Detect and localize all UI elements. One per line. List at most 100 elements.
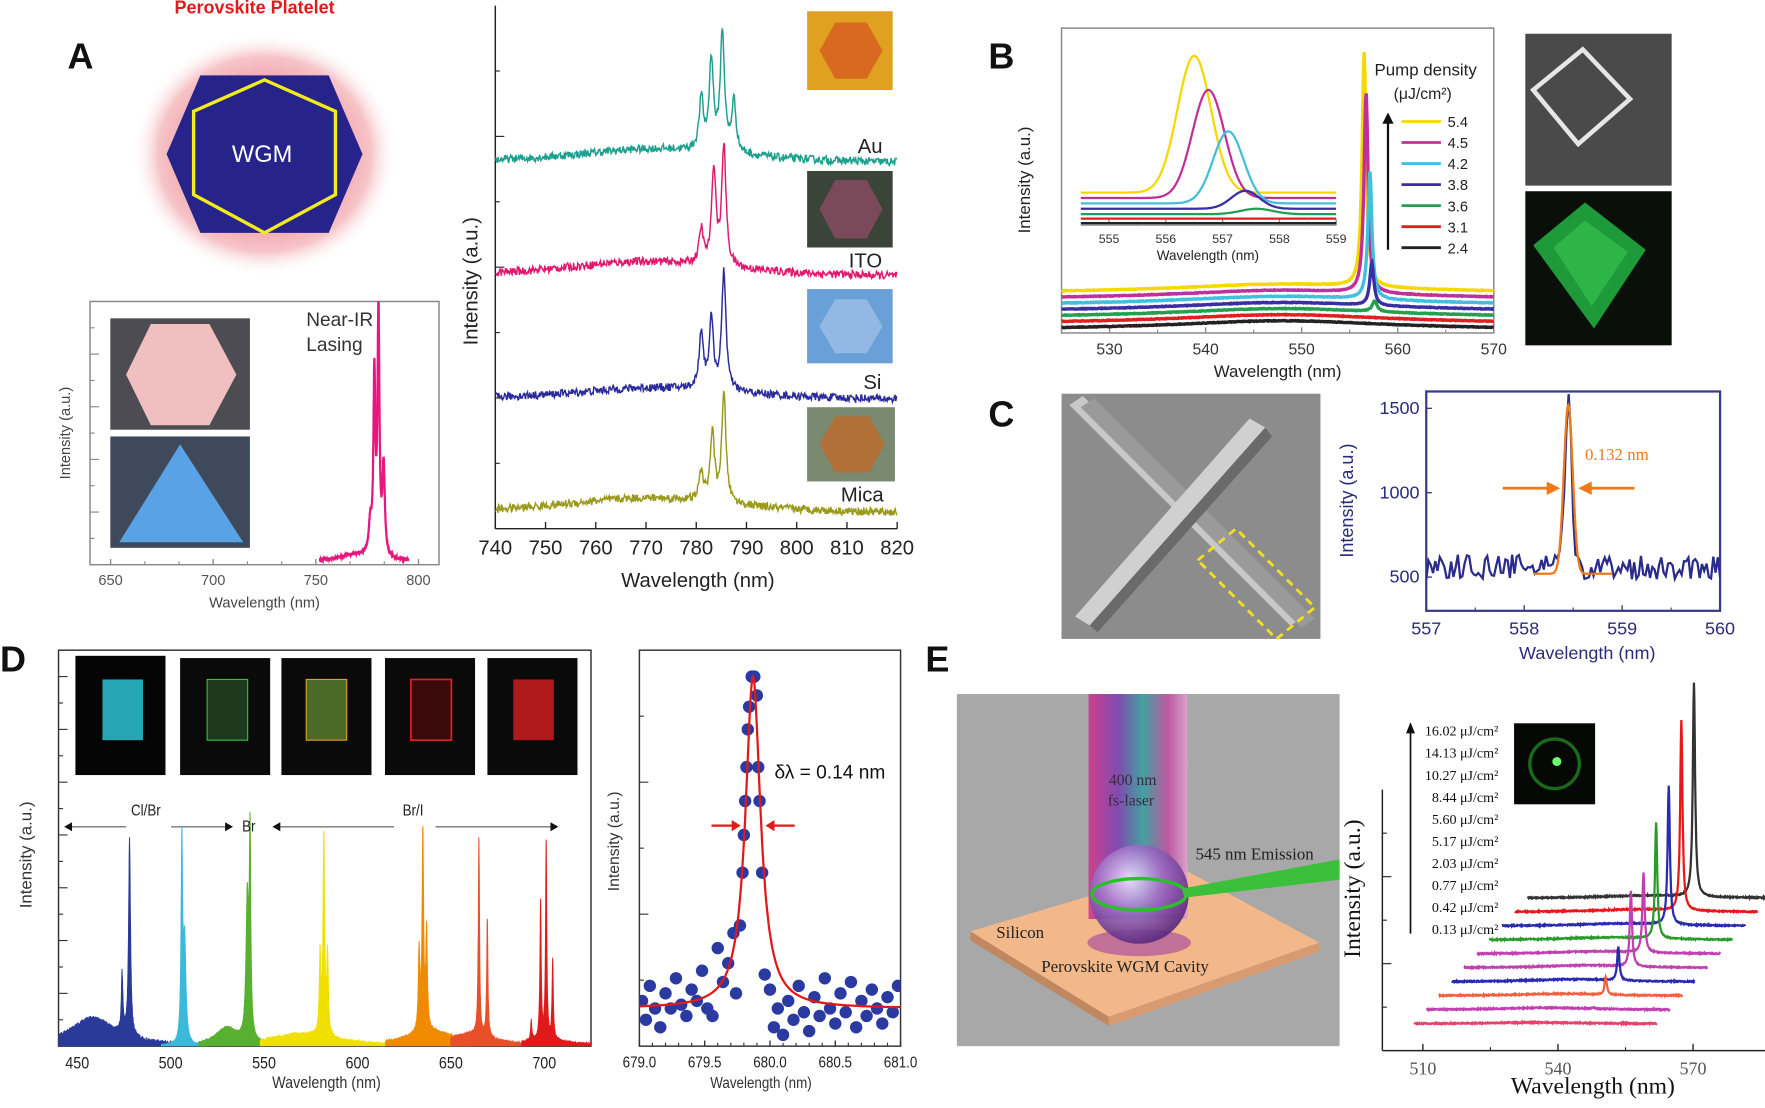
x-tick-label: 820: [880, 538, 914, 560]
x-axis-label: Wavelength (nm): [1519, 643, 1655, 663]
data-point: [680, 1009, 693, 1023]
x-tick-label: 810: [830, 538, 864, 560]
data-point: [855, 994, 868, 1008]
x-axis-label: Wavelength (nm): [1511, 1073, 1675, 1099]
ito-substrate-photo: [807, 170, 893, 248]
x-axis-label: Wavelength (nm): [710, 1075, 811, 1092]
panel-label-a: A: [67, 35, 94, 77]
x-tick-label: 530: [1096, 341, 1123, 358]
data-point: [659, 987, 672, 1000]
data-point: [818, 972, 832, 985]
data-point: [787, 1013, 800, 1026]
series-group: [1061, 52, 1494, 330]
series-line-4.5: [1061, 93, 1494, 299]
data-point: [776, 1028, 790, 1042]
au-substrate-photo: [807, 11, 893, 90]
series-line-Au: [495, 28, 898, 168]
x-tick-label: 700: [201, 573, 225, 589]
substrate-label-ito: ITO: [848, 249, 883, 273]
series-line-4: [1080, 207, 1337, 216]
c-fwhm-arrows: [1502, 481, 1635, 495]
data-point: [834, 987, 847, 1000]
selection-box: [1195, 526, 1317, 641]
data-point: [706, 1009, 719, 1023]
series-line-14.13Jcm: [1514, 720, 1759, 915]
legend-label: 5.4: [1448, 115, 1468, 131]
data-point: [767, 1021, 781, 1034]
y-axis-label: Intensity (a.u.): [17, 802, 36, 909]
series-line-3.1: [1061, 312, 1494, 324]
si-substrate-photo: [807, 289, 893, 364]
chart-a1: 650 700 750 800 Wavelength (nm) Intensity (a.…: [58, 300, 440, 611]
panel-label-c: C: [988, 393, 1015, 435]
mica-substrate-photo: [807, 407, 895, 482]
series-group: [639, 670, 901, 1042]
hexagon-platelet-photo: [110, 318, 250, 430]
y-axis-label: Intensity (a.u.): [1337, 444, 1357, 558]
legend-label: 2.4: [1448, 241, 1468, 257]
chart-c: 557 558 559 560 500 1000 1500 Wavelength (nm) In…: [1337, 390, 1735, 663]
x-tick-label: 760: [579, 538, 613, 560]
y-tick-label: 500: [1389, 567, 1419, 587]
x-tick-label: 540: [1544, 1058, 1571, 1078]
series-line-5.4: [1061, 52, 1494, 294]
microplate-emission-image: [1525, 191, 1672, 346]
x-tick-label: 559: [1326, 232, 1347, 246]
x-tick-label: 557: [1411, 618, 1441, 638]
series-line-0.13Jcm: [1413, 1019, 1658, 1028]
series-line-1: [1080, 88, 1337, 200]
pump-density-arrow: [1382, 112, 1394, 250]
data-point: [782, 994, 795, 1008]
x-tick-label: 650: [439, 1055, 463, 1073]
legend-label: 10.27 μJ/cm²: [1425, 768, 1498, 784]
series-line-0: [639, 674, 901, 1009]
data-point: [844, 975, 858, 989]
x-tick-label: 679.5: [688, 1055, 722, 1072]
region-label-cl-br: Cl/Br: [130, 800, 161, 819]
x-tick-label: 550: [1289, 341, 1316, 358]
data-point: [695, 964, 709, 977]
schematic-title: Perovskite Platelet: [174, 0, 335, 18]
series-line-16.02Jcm: [1526, 682, 1765, 902]
c-fwhm-label: 0.132 nm: [1584, 446, 1649, 465]
legend-label: 4.5: [1448, 136, 1468, 152]
y-axis-label: Intensity (a.u.): [1340, 819, 1366, 957]
perovskite-platelet-schematic: [131, 32, 398, 276]
series-area-1: [160, 825, 209, 1047]
region-label-br: Br: [242, 816, 256, 835]
chart-b: 530 540 550 560 570 Wavelength (nm) Intensity …: [1015, 27, 1507, 381]
data-point: [891, 979, 901, 993]
series-group: [495, 28, 898, 517]
x-tick-label: 650: [98, 573, 122, 589]
x-axis-label: Wavelength (nm): [1157, 248, 1259, 263]
chart-a2: 740 750 760 770 780 790 800 810 820 Wavelength (n…: [460, 5, 914, 592]
data-point: [639, 1013, 653, 1026]
data-point: [639, 994, 649, 1008]
data-point: [755, 866, 769, 879]
wgm-label: WGM: [231, 141, 293, 168]
wgm-path-arrows: [191, 78, 338, 235]
legend-label: 5.17 μJ/cm²: [1432, 834, 1498, 850]
y-tick-label: 1500: [1379, 398, 1419, 418]
series-area-2: [198, 811, 265, 1047]
x-tick-label: 450: [65, 1055, 89, 1073]
series-line-2: [1080, 130, 1337, 205]
y-axis-label: Intensity (a.u.): [58, 387, 74, 480]
series-group: [318, 301, 410, 565]
substrate-label-si: Si: [863, 371, 882, 394]
series-line-Si: [495, 267, 898, 405]
silicon-label: Silicon: [996, 924, 1045, 943]
data-point: [813, 1009, 826, 1023]
x-axis-label: Wavelength (nm): [621, 570, 774, 592]
x-tick-label: 679.0: [623, 1055, 657, 1072]
series-area-3: [259, 830, 386, 1047]
near-ir-label: Near-IR: [306, 309, 374, 331]
series-line-0.77Jcm: [1438, 973, 1684, 999]
x-axis-label: Wavelength (nm): [209, 595, 320, 611]
x-axis-label: Wavelength (nm): [1214, 362, 1342, 381]
substrate-label-mica: Mica: [840, 483, 884, 507]
d-fwhm-arrows: [711, 820, 795, 832]
x-tick-label: 555: [1099, 232, 1120, 246]
